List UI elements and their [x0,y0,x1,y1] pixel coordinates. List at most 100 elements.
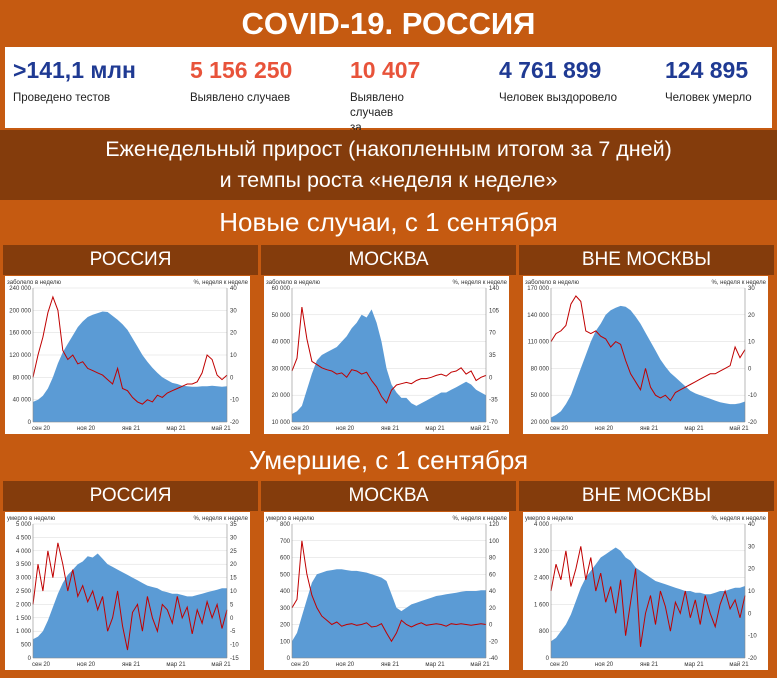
x-tick-label: ноя 20 [77,426,96,432]
y-right-tick-label: 30 [230,535,237,541]
y-left-tick-label: 120 000 [9,353,31,359]
chart-cases-moscow: заболело в неделю %, неделя к неделе 10 00… [264,276,509,434]
y-left-tick-label: 1 000 [16,629,32,635]
y-right-tick-label: -10 [748,393,757,399]
y-right-tick-label: 10 [748,340,755,346]
x-tick-label: ноя 20 [595,426,614,432]
x-tick-label: мар 21 [425,662,445,668]
x-tick-label: мар 21 [166,662,186,668]
y-left-tick-label: 3 200 [534,549,550,555]
y-left-tick-label: 500 [21,643,32,649]
left-axis-label: умерло в неделю [266,516,315,522]
y-right-tick-label: 10 [230,353,237,359]
x-tick-label: янв 21 [640,426,659,432]
left-axis-label: заболело в неделю [7,280,61,286]
x-tick-label: сен 20 [550,426,569,432]
x-tick-label: янв 21 [122,662,141,668]
y-right-tick-label: 0 [230,375,234,381]
x-tick-label: май 21 [470,661,490,668]
y-right-tick-label: -20 [489,639,498,645]
y-left-tick-label: 0 [28,420,32,426]
x-tick-label: ноя 20 [336,662,355,668]
y-left-tick-label: 3 000 [16,576,32,582]
chart-svg: заболело в неделю %, неделя к неделе 20 00… [525,280,767,432]
stat-value: 4 761 899 [499,57,602,83]
y-left-tick-label: 0 [28,656,32,662]
y-left-tick-label: 160 000 [9,331,31,337]
y-left-tick-label: 600 [280,556,291,562]
y-right-tick-label: 40 [489,589,496,595]
right-axis-label: %, неделя к неделе [711,516,766,522]
y-left-tick-label: 4 500 [16,535,32,541]
y-left-tick-label: 80 000 [531,366,550,372]
chart-svg: заболело в неделю %, неделя к неделе 0 40 0… [7,280,249,432]
subtitle-line-2: и темпы роста «неделя к неделе» [219,168,558,192]
y-left-tick-label: 200 [280,623,291,629]
y-right-tick-label: 80 [489,556,496,562]
x-tick-label: мар 21 [166,426,186,432]
y-left-tick-label: 240 000 [9,286,31,292]
y-left-tick-label: 1 500 [16,616,32,622]
y-left-tick-label: 0 [287,656,291,662]
y-left-tick-label: 2 500 [16,589,32,595]
stat-label: Человек умерло [665,92,752,104]
line-series [550,295,746,402]
y-right-tick-label: 20 [230,562,237,568]
y-right-tick-label: -20 [748,656,757,662]
y-right-tick-label: 5 [230,602,234,608]
y-left-tick-label: 50 000 [531,393,550,399]
panel-title: РОССИЯ [3,481,258,511]
x-tick-label: сен 20 [291,662,310,668]
y-right-tick-label: 35 [489,353,496,359]
y-left-tick-label: 5 000 [16,522,32,528]
y-right-tick-label: -20 [230,420,239,426]
y-right-tick-label: 100 [489,539,500,545]
y-left-tick-label: 10 000 [272,420,291,426]
y-right-tick-label: 0 [489,623,493,629]
area-series [551,305,745,422]
x-tick-label: сен 20 [32,662,51,668]
x-tick-label: ноя 20 [595,662,614,668]
line-series [291,540,487,643]
right-axis-label: %, неделя к неделе [193,280,248,286]
left-axis-label: заболело в неделю [525,280,579,286]
panel-title: МОСКВА [261,245,516,275]
right-axis-label: %, неделя к неделе [452,280,507,286]
chart-deaths-outside-moscow: умерло в неделю %, неделя к неделе 0 800 1 6… [523,512,768,670]
line-series [32,295,228,405]
left-axis-label: умерло в неделю [525,516,574,522]
y-left-tick-label: 4 000 [16,549,32,555]
chart-svg: умерло в неделю %, неделя к неделе 0 500 1 0… [7,516,249,668]
page-title: COVID-19. РОССИЯ [241,6,536,41]
y-left-tick-label: 30 000 [272,366,291,372]
y-right-tick-label: -20 [748,420,757,426]
y-left-tick-label: 20 000 [531,420,550,426]
y-left-tick-label: 110 000 [528,340,550,346]
x-tick-label: сен 20 [550,662,569,668]
y-right-tick-label: 20 [748,567,755,573]
y-right-tick-label: 30 [748,544,755,550]
y-right-tick-label: 10 [230,589,237,595]
chart-cases-outside-moscow: заболело в неделю %, неделя к неделе 20 00… [523,276,768,434]
y-left-tick-label: 500 [280,572,291,578]
x-tick-label: янв 21 [122,426,141,432]
x-tick-label: май 21 [211,661,231,668]
panel-title: РОССИЯ [3,245,258,275]
y-left-tick-label: 50 000 [272,313,291,319]
x-tick-label: янв 21 [640,662,659,668]
x-tick-label: май 21 [470,425,490,432]
y-left-tick-label: 800 [539,629,550,635]
y-right-tick-label: -40 [489,656,498,662]
x-tick-label: янв 21 [381,662,400,668]
x-tick-label: сен 20 [32,426,51,432]
y-left-tick-label: 4 000 [534,522,550,528]
x-tick-label: май 21 [211,425,231,432]
chart-svg: заболело в неделю %, неделя к неделе 10 00… [266,280,508,432]
chart-svg: умерло в неделю%, неделя к неделе0100200… [266,516,508,668]
x-tick-label: сен 20 [291,426,310,432]
stat-value: 5 156 250 [190,57,293,83]
y-left-tick-label: 1 600 [534,602,550,608]
y-right-tick-label: 140 [489,286,500,292]
y-right-tick-label: -10 [230,398,239,404]
stat-value: 10 407 [350,57,421,83]
